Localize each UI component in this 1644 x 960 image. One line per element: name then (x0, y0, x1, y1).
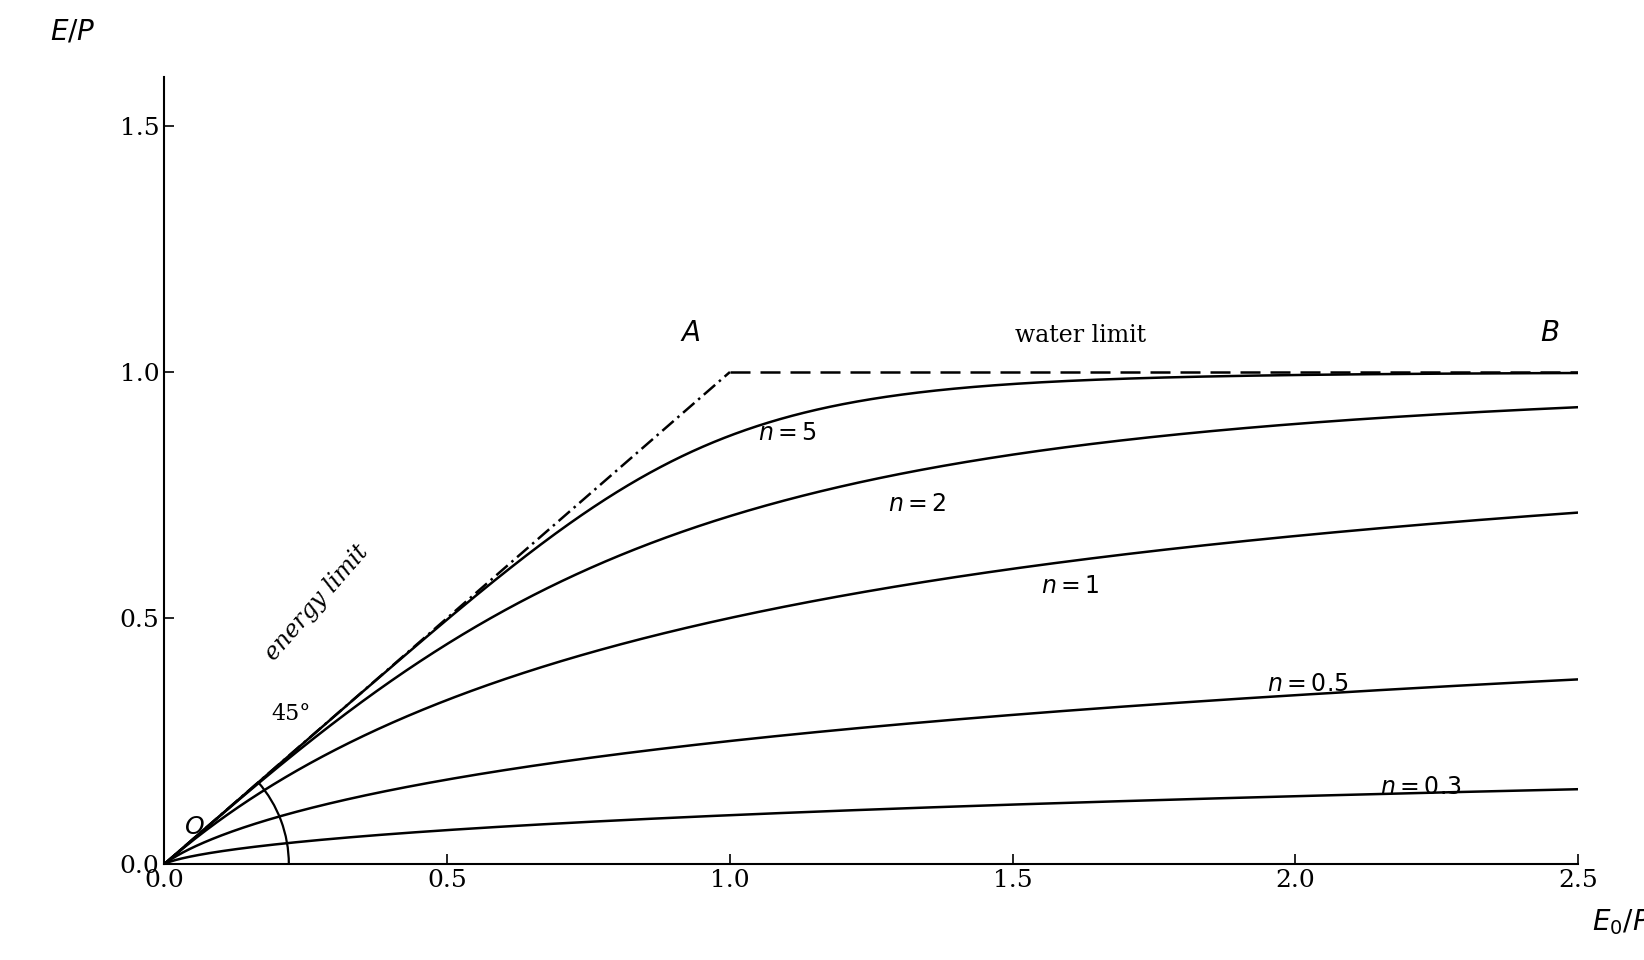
Text: $n = 0.5$: $n = 0.5$ (1268, 673, 1348, 696)
Text: $B$: $B$ (1540, 321, 1560, 348)
Text: $A$: $A$ (681, 321, 700, 348)
Text: 45°: 45° (271, 703, 311, 725)
Text: energy limit: energy limit (261, 540, 373, 665)
Text: $O$: $O$ (184, 816, 206, 839)
Text: $n = 0.3$: $n = 0.3$ (1381, 777, 1462, 800)
Text: $n = 2$: $n = 2$ (888, 493, 947, 516)
Text: $n = 1$: $n = 1$ (1041, 574, 1100, 597)
Text: $E/P$: $E/P$ (49, 18, 95, 45)
Text: $E_0/P$: $E_0/P$ (1593, 907, 1644, 937)
Text: $n = 5$: $n = 5$ (758, 422, 817, 445)
Text: water limit: water limit (1014, 324, 1146, 348)
